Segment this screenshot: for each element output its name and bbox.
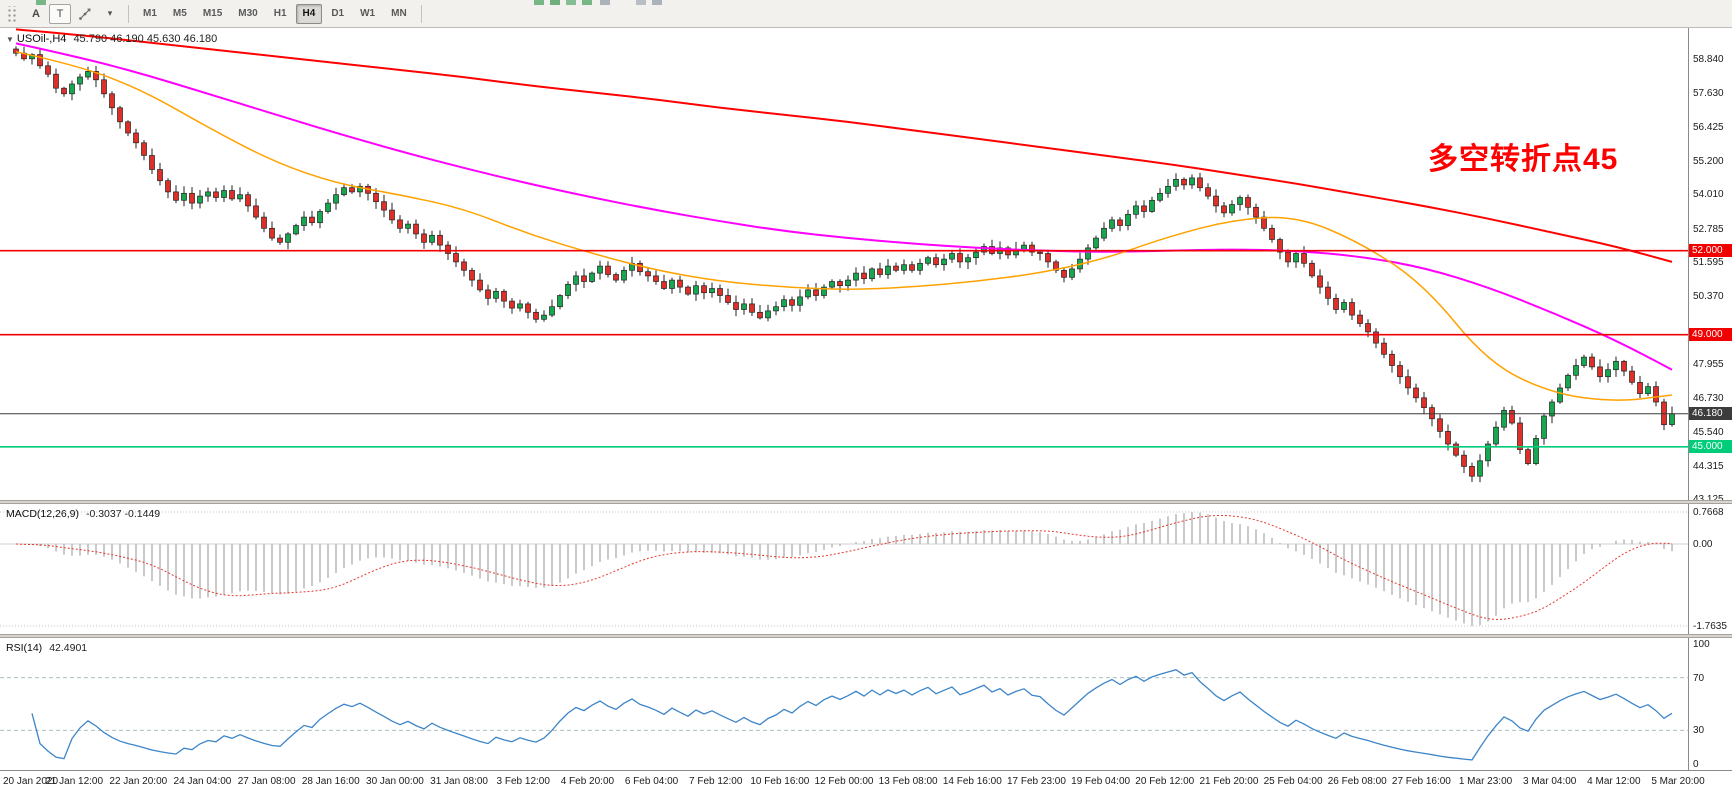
date-axis-label: 3 Feb 12:00	[496, 776, 550, 787]
date-axis-label: 20 Feb 12:00	[1135, 776, 1195, 787]
date-axis-label: 25 Feb 04:00	[1263, 776, 1323, 787]
price-axis-label: 54.010	[1693, 189, 1724, 201]
date-axis-label: 10 Feb 16:00	[750, 776, 810, 787]
macd-label: MACD(12,26,9) -0.3037 -0.1449	[6, 508, 160, 520]
toolbar-separator	[128, 4, 129, 23]
chart-title: ▼ USOil-,H4 45.790 46.190 45.630 46.180	[6, 33, 217, 45]
date-axis-label: 21 Jan 12:00	[45, 776, 104, 787]
price-tag-49.000: 49.000	[1689, 327, 1732, 341]
date-axis-label: 5 Mar 20:00	[1651, 776, 1705, 787]
date-axis-label: 14 Feb 16:00	[942, 776, 1002, 787]
macd-signal-line	[15, 515, 1673, 621]
rsi-line	[31, 668, 1673, 761]
text-annotation-tool-button[interactable]: A	[25, 4, 47, 24]
date-axis-label: 27 Feb 16:00	[1391, 776, 1451, 787]
price-axis-label: 46.730	[1693, 393, 1724, 405]
date-axis-label: 31 Jan 08:00	[430, 776, 488, 787]
price-axis-label: 58.840	[1693, 54, 1724, 66]
candlestick-series	[13, 46, 1675, 483]
rsi-value: 42.4901	[49, 642, 88, 654]
rsi-name: RSI(14)	[6, 642, 43, 654]
price-axis-label: 55.200	[1693, 156, 1724, 168]
date-axis-label: 28 Jan 16:00	[301, 776, 360, 787]
chevron-down-icon: ▾	[107, 8, 113, 18]
date-axis-label: 19 Feb 04:00	[1071, 776, 1131, 787]
macd-axis-label: 0.7668	[1693, 506, 1724, 518]
date-axis-label: 20 Jan 2020	[3, 776, 59, 787]
chart-annotation-text[interactable]: 多空转折点45	[1428, 143, 1619, 176]
date-axis-label: 12 Feb 00:00	[814, 776, 874, 787]
toolbar-separator	[420, 4, 422, 23]
price-tag-46.180: 46.180	[1689, 406, 1732, 420]
timeframe-toolbar: M1 M5 M15 M30 H1 H4 D1 W1 MN	[135, 3, 415, 24]
date-axis-label: 24 Jan 04:00	[173, 776, 232, 787]
rsi-label: RSI(14) 42.4901	[6, 642, 87, 654]
rsi-axis-label: 0	[1693, 759, 1699, 770]
date-axis-label: 22 Jan 20:00	[109, 776, 168, 787]
timeframe-button-H1[interactable]: H1	[267, 4, 294, 24]
timeframe-button-W1[interactable]: W1	[353, 4, 382, 24]
price-axis-label: 50.370	[1693, 291, 1724, 303]
price-axis-label: 43.125	[1693, 494, 1724, 505]
timeframe-button-M30[interactable]: M30	[231, 4, 264, 24]
panel-separator-macd[interactable]	[0, 500, 1732, 504]
date-axis-label: 7 Feb 12:00	[689, 776, 743, 787]
symbol-name: USOil-,H4	[16, 33, 67, 45]
date-axis-label: 27 Jan 08:00	[237, 776, 296, 787]
rsi-axis-label: 100	[1693, 639, 1710, 650]
panel-separator-rsi[interactable]	[0, 634, 1732, 638]
timeframe-button-M15[interactable]: M15	[196, 4, 229, 24]
date-axis-label: 4 Mar 12:00	[1587, 776, 1641, 787]
date-axis-label: 26 Feb 08:00	[1327, 776, 1387, 787]
price-axis-label: 45.540	[1693, 426, 1724, 438]
date-axis-label: 30 Jan 00:00	[366, 776, 424, 787]
ma-slow-red	[15, 28, 1673, 263]
macd-histogram	[23, 512, 1673, 626]
macd-axis-label: 0.00	[1693, 539, 1713, 551]
price-axis-label: 52.785	[1693, 223, 1724, 235]
price-axis-label: 44.315	[1693, 460, 1724, 472]
price-tag-45.000: 45.000	[1689, 439, 1732, 453]
date-axis-label: 3 Mar 04:00	[1523, 776, 1577, 787]
macd-name: MACD(12,26,9)	[6, 508, 79, 520]
date-axis-label: 21 Feb 20:00	[1199, 776, 1259, 787]
price-tag-52.000: 52.000	[1689, 243, 1732, 257]
rsi-axis-label: 30	[1693, 725, 1705, 737]
date-axis-label: 13 Feb 08:00	[878, 776, 938, 787]
ma-fast-orange	[15, 51, 1673, 401]
price-axis-label: 56.425	[1693, 121, 1724, 133]
time-scale[interactable]: 20 Jan 2020 21 Jan 12:00 22 Jan 20:00 24 Ja…	[0, 770, 1732, 794]
main-price-chart[interactable]	[0, 28, 1688, 500]
trendline-icon	[79, 8, 91, 20]
price-axis-label: 47.955	[1693, 359, 1724, 370]
timeframe-button-H4[interactable]: H4	[295, 3, 323, 24]
date-axis-label: 4 Feb 20:00	[560, 776, 615, 787]
timeframe-button-MN[interactable]: MN	[384, 4, 414, 24]
date-axis-label: 1 Mar 23:00	[1458, 776, 1513, 787]
ohlc-values: 45.790 46.190 45.630 46.180	[73, 33, 218, 45]
toolbar: A T ▾ M1 M5 M15 M30 H1 H4 D1 W1 MN	[0, 0, 1732, 28]
timeframe-button-M5[interactable]: M5	[166, 4, 194, 24]
toolbar-grip[interactable]	[6, 5, 18, 22]
rsi-indicator-pane[interactable]	[0, 638, 1688, 770]
text-box-tool-button[interactable]: T	[49, 3, 71, 24]
macd-indicator-pane[interactable]	[0, 504, 1688, 634]
toolbar-more-button[interactable]: ▾	[99, 4, 121, 24]
price-axis-label: 57.630	[1693, 87, 1724, 99]
price-axis-label: 51.595	[1693, 257, 1724, 269]
date-axis-label: 17 Feb 23:00	[1006, 776, 1066, 787]
macd-axis-label: -1.7635	[1693, 621, 1727, 633]
timeframe-button-M1[interactable]: M1	[136, 4, 164, 24]
date-axis-label: 6 Feb 04:00	[624, 776, 679, 787]
drawing-tools-button[interactable]	[73, 4, 97, 24]
timeframe-button-D1[interactable]: D1	[324, 4, 351, 24]
macd-values: -0.3037 -0.1449	[85, 508, 161, 520]
rsi-axis-label: 70	[1693, 672, 1705, 684]
price-scale[interactable]: 58.840 57.630 56.425 55.200 54.010 52.785 51.5…	[1688, 28, 1732, 770]
symbol-marker-icon: ▼	[6, 35, 14, 44]
